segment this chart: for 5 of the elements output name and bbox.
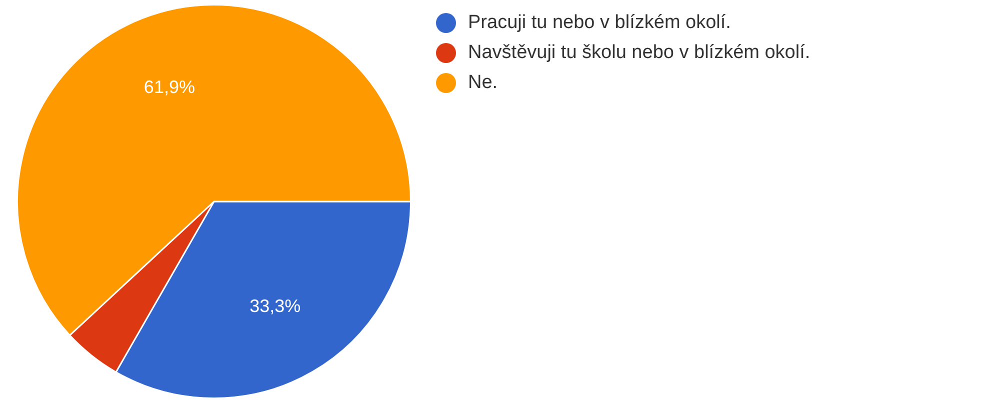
legend-label: Navštěvuji tu školu nebo v blízkém okolí. [468,42,810,64]
data-label: 33,3% [250,296,301,316]
legend-label: Ne. [468,72,498,94]
legend-label: Pracuji tu nebo v blízkém okolí. [468,12,731,34]
data-label: 61,9% [144,76,195,97]
